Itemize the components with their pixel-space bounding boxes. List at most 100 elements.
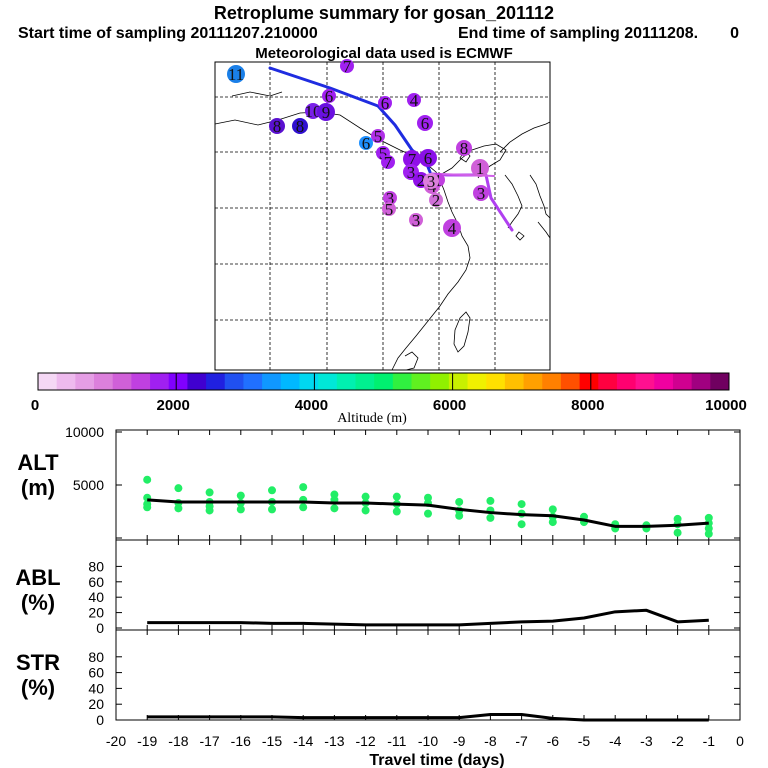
map-marker-label: 7 bbox=[384, 153, 393, 172]
colorbar-tick-label: 2000 bbox=[157, 397, 190, 414]
x-tick-label: -6 bbox=[547, 733, 560, 749]
map-marker-label: 6 bbox=[421, 114, 430, 133]
x-tick-label: -5 bbox=[578, 733, 591, 749]
y-tick-label: 40 bbox=[88, 680, 104, 696]
x-tick-label: -4 bbox=[609, 733, 622, 749]
map-marker: 7 bbox=[381, 153, 395, 172]
altitude-point bbox=[205, 506, 214, 515]
altitude-point bbox=[455, 511, 464, 520]
colorbar-tick-label: 0 bbox=[31, 397, 39, 414]
colorbar-cell bbox=[430, 373, 450, 390]
altitude-point bbox=[143, 503, 152, 512]
time-series-panels: ALT(m) 500010000ABL(%)020406080STR(%)0204… bbox=[15, 424, 744, 768]
map-marker: 7 bbox=[403, 150, 421, 169]
altitude-point bbox=[361, 492, 370, 501]
y-tick-label: 20 bbox=[88, 605, 104, 621]
colorbar-cell bbox=[672, 373, 693, 390]
map-marker: 8 bbox=[456, 139, 472, 158]
colorbar-cell bbox=[523, 373, 543, 390]
colorbar-cell bbox=[336, 373, 356, 390]
map-marker-dot bbox=[317, 103, 335, 121]
panel-ylabel-unit: (%) bbox=[21, 675, 55, 700]
figure-title: Retroplume summary for gosan_201112 bbox=[213, 3, 555, 23]
map-marker-label: 5 bbox=[385, 200, 394, 219]
altitude-point bbox=[704, 529, 713, 538]
panel-frame bbox=[115, 539, 741, 631]
map-marker-label: 6 bbox=[381, 94, 390, 113]
altitude-point bbox=[268, 505, 276, 514]
y-tick-label: 5000 bbox=[73, 477, 104, 493]
map-marker-label: 3 bbox=[407, 163, 416, 182]
map-marker: 4 bbox=[407, 91, 421, 110]
map-marker-label: 3 bbox=[427, 172, 436, 191]
x-tick-label: -19 bbox=[137, 733, 157, 749]
colorbar-cell bbox=[691, 373, 711, 390]
map-marker-dot bbox=[381, 155, 395, 169]
y-tick-label: 10000 bbox=[65, 424, 104, 440]
colorbar-cell bbox=[206, 373, 226, 390]
x-tick-label: -15 bbox=[262, 733, 282, 749]
map-marker: 10 bbox=[305, 102, 322, 121]
map-marker-dot bbox=[443, 219, 461, 237]
altitude-point bbox=[299, 483, 308, 492]
x-tick-label: -11 bbox=[387, 733, 406, 749]
map-marker-label: 8 bbox=[273, 117, 282, 136]
map-marker-dot bbox=[456, 140, 472, 156]
colorbar-cell bbox=[355, 373, 375, 390]
map-marker-dot bbox=[407, 93, 421, 107]
end-time-label: End time of sampling 20111208. 0 bbox=[458, 25, 739, 43]
colorbar-cell bbox=[56, 373, 76, 390]
altitude-point bbox=[236, 505, 245, 514]
x-tick-label: -8 bbox=[484, 733, 497, 749]
altitude-point bbox=[455, 497, 464, 506]
map-marker-label: 8 bbox=[460, 139, 469, 158]
colorbar-cell bbox=[150, 373, 170, 390]
colorbar-cell bbox=[112, 373, 132, 390]
map-marker-label: 3 bbox=[386, 189, 395, 208]
x-tick-label: -2 bbox=[671, 733, 684, 749]
map-marker: 3 bbox=[473, 184, 489, 203]
map-marker: 2 bbox=[429, 191, 443, 210]
map-marker-dot bbox=[473, 185, 489, 201]
altitude-point bbox=[486, 496, 495, 505]
map-marker-label: 6 bbox=[362, 134, 371, 153]
colorbar-cell bbox=[187, 373, 207, 390]
map-marker-label: 9 bbox=[322, 103, 331, 122]
x-tick-label: -14 bbox=[293, 733, 313, 749]
map-marker: 1 bbox=[471, 159, 489, 178]
altitude-point bbox=[205, 488, 214, 497]
map-marker-label: 7 bbox=[408, 150, 417, 169]
map-marker-label: 3 bbox=[412, 211, 421, 230]
map-marker: 3 bbox=[383, 189, 397, 208]
map-marker-label: 10 bbox=[305, 102, 322, 121]
colorbar-cell bbox=[598, 373, 618, 390]
y-tick-label: 60 bbox=[88, 665, 104, 681]
map-marker-dot bbox=[292, 118, 308, 134]
colorbar-cell bbox=[579, 373, 599, 390]
trajectory-markers: 1176410966885675678324113235343 bbox=[227, 57, 489, 238]
map-marker: 9 bbox=[317, 103, 335, 122]
altitude-point bbox=[673, 528, 682, 537]
map-marker-label: 6 bbox=[325, 87, 334, 106]
colorbar-cell bbox=[392, 373, 413, 390]
map-marker-dot bbox=[359, 136, 373, 150]
map-marker-dot bbox=[409, 213, 423, 227]
altitude-point bbox=[517, 520, 526, 529]
map-marker-label: 2 bbox=[417, 171, 426, 190]
map-marker: 5 bbox=[371, 127, 385, 146]
map-marker: 8 bbox=[292, 117, 308, 136]
altitude-point bbox=[330, 504, 339, 513]
colorbar-cell bbox=[131, 373, 151, 390]
colorbar-cell bbox=[318, 373, 338, 390]
map-marker: 6 bbox=[322, 87, 336, 106]
x-tick-label: -1 bbox=[703, 733, 716, 749]
altitude-point bbox=[548, 518, 557, 527]
x-tick-label: -18 bbox=[168, 733, 188, 749]
panel-alt: ALT(m) 5000 10000 bbox=[17, 424, 741, 541]
met-data-label: Meteorological data used is ECMWF bbox=[255, 45, 513, 62]
map-marker: 6 bbox=[378, 94, 392, 113]
map-marker-dot bbox=[269, 118, 285, 134]
map-marker-dot bbox=[322, 89, 336, 103]
x-tick-label: -7 bbox=[515, 733, 528, 749]
